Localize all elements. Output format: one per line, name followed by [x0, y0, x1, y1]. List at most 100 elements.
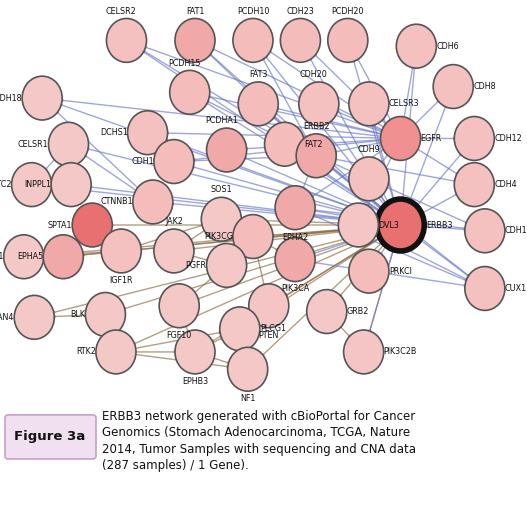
Circle shape: [238, 82, 278, 126]
Text: NF1: NF1: [240, 394, 256, 403]
Text: ERBB2: ERBB2: [303, 122, 329, 131]
Text: JAK2: JAK2: [165, 217, 183, 226]
Circle shape: [338, 203, 378, 247]
Text: INPPL1: INPPL1: [24, 180, 51, 189]
Text: EPHA2: EPHA2: [282, 233, 308, 241]
Text: PRKCI: PRKCI: [389, 267, 412, 276]
Circle shape: [4, 235, 44, 279]
Circle shape: [48, 122, 89, 166]
Text: PGFR: PGFR: [186, 261, 207, 270]
Circle shape: [12, 163, 52, 207]
Text: CDH18: CDH18: [0, 93, 22, 103]
Text: PLCG1: PLCG1: [260, 324, 286, 333]
Circle shape: [265, 122, 305, 166]
Circle shape: [14, 295, 54, 339]
Circle shape: [296, 134, 336, 178]
Text: CDH12: CDH12: [494, 134, 522, 143]
Text: NFATC2: NFATC2: [0, 180, 12, 189]
Text: CDH23: CDH23: [287, 7, 314, 16]
Circle shape: [396, 24, 436, 68]
Circle shape: [201, 197, 241, 241]
Circle shape: [280, 18, 320, 62]
Circle shape: [249, 284, 289, 328]
Circle shape: [228, 347, 268, 391]
Circle shape: [207, 128, 247, 172]
Text: CDH20: CDH20: [300, 70, 327, 79]
Circle shape: [344, 330, 384, 374]
Circle shape: [43, 235, 83, 279]
Text: FGF10: FGF10: [167, 331, 192, 339]
FancyBboxPatch shape: [5, 415, 96, 459]
Circle shape: [72, 203, 112, 247]
Circle shape: [154, 140, 194, 183]
Text: PCDHA1: PCDHA1: [205, 116, 238, 125]
Text: ERBB3 network generated with cBioPortal for Cancer
Genomics (Stomach Adenocarcin: ERBB3 network generated with cBioPortal …: [102, 410, 416, 472]
Circle shape: [433, 65, 473, 109]
Circle shape: [349, 249, 389, 293]
Text: EPHA5: EPHA5: [17, 252, 43, 261]
Text: SPTAN4: SPTAN4: [0, 313, 14, 322]
Circle shape: [133, 180, 173, 224]
Circle shape: [275, 238, 315, 281]
Text: CELSR3: CELSR3: [389, 100, 419, 108]
Text: DVL3: DVL3: [378, 220, 399, 230]
Text: CUX1: CUX1: [505, 284, 527, 293]
Text: EPHB3: EPHB3: [182, 377, 208, 386]
Text: CDH1: CDH1: [131, 157, 154, 166]
Text: RTK2: RTK2: [76, 347, 96, 357]
Text: FAT1: FAT1: [186, 7, 204, 16]
Text: CELSR1: CELSR1: [18, 140, 48, 149]
Circle shape: [328, 18, 368, 62]
Circle shape: [101, 229, 141, 273]
Circle shape: [159, 284, 199, 328]
Text: PIK3CG: PIK3CG: [204, 232, 233, 241]
Circle shape: [22, 76, 62, 120]
Circle shape: [85, 293, 125, 336]
Circle shape: [207, 243, 247, 288]
Circle shape: [175, 330, 215, 374]
Circle shape: [307, 290, 347, 333]
Text: IGF1R: IGF1R: [110, 276, 133, 285]
Text: EGFR: EGFR: [421, 134, 442, 143]
Circle shape: [380, 116, 421, 161]
Text: FAT3: FAT3: [249, 70, 267, 79]
Text: PIK3CA: PIK3CA: [281, 284, 309, 294]
Text: DCHS1: DCHS1: [100, 128, 128, 137]
Circle shape: [170, 71, 210, 114]
Circle shape: [349, 82, 389, 126]
Circle shape: [128, 111, 168, 154]
Text: PTEN: PTEN: [259, 331, 279, 339]
Circle shape: [220, 307, 260, 351]
Text: CDH10: CDH10: [505, 226, 527, 235]
Text: CDH6: CDH6: [436, 42, 459, 51]
Text: CDH4: CDH4: [494, 180, 517, 189]
Circle shape: [106, 18, 147, 62]
Text: SPTAN1: SPTAN1: [0, 252, 4, 261]
Circle shape: [275, 186, 315, 230]
Circle shape: [377, 199, 424, 251]
Text: PIK3C2B: PIK3C2B: [384, 347, 417, 357]
Circle shape: [465, 209, 505, 252]
Circle shape: [51, 163, 91, 207]
Text: FAT2: FAT2: [305, 140, 323, 149]
Text: BLK: BLK: [71, 310, 85, 319]
Circle shape: [233, 214, 273, 259]
Circle shape: [454, 163, 494, 207]
Text: GRB2: GRB2: [347, 307, 369, 316]
Text: PCDH20: PCDH20: [331, 7, 364, 16]
Circle shape: [96, 330, 136, 374]
Circle shape: [233, 18, 273, 62]
Text: CELSR2: CELSR2: [106, 7, 136, 16]
Text: Figure 3a: Figure 3a: [14, 430, 85, 443]
Text: CTNNB1: CTNNB1: [100, 198, 133, 206]
Text: PCDH15: PCDH15: [168, 58, 201, 68]
Text: SOS1: SOS1: [210, 185, 232, 195]
Circle shape: [299, 82, 339, 126]
Text: ERBB3: ERBB3: [426, 220, 452, 230]
Text: SPTA1: SPTA1: [48, 220, 72, 230]
Circle shape: [454, 116, 494, 161]
Circle shape: [349, 157, 389, 201]
Text: CDH8: CDH8: [473, 82, 496, 91]
Circle shape: [465, 267, 505, 310]
Text: PCDH10: PCDH10: [237, 7, 269, 16]
